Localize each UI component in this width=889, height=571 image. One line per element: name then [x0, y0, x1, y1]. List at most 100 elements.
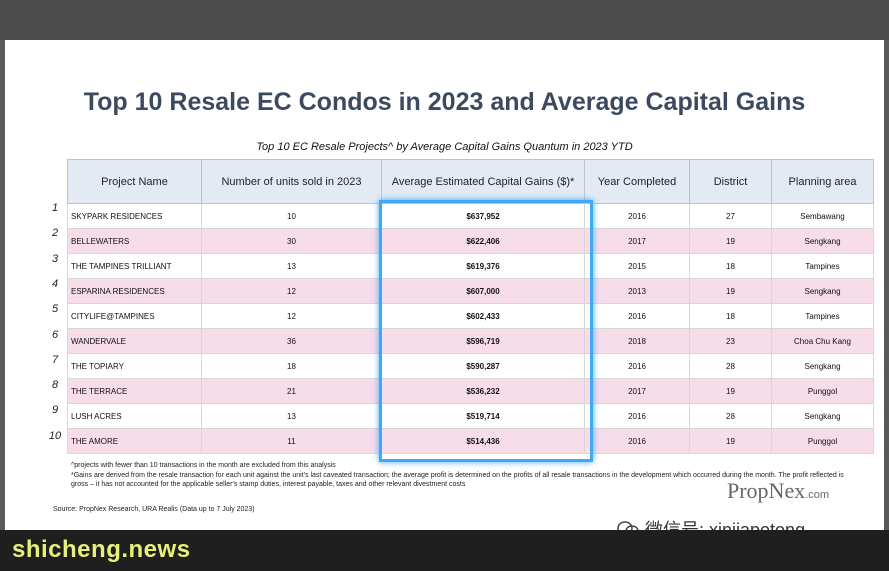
project-name-cell: BELLEWATERS — [67, 228, 202, 254]
table-row: WANDERVALE 36 $596,719 2018 23 Choa Chu Kang — [67, 328, 874, 354]
units-sold-cell: 36 — [201, 328, 382, 354]
project-name-cell: SKYPARK RESIDENCES — [67, 203, 202, 229]
table-row: THE TOPIARY 18 $590,287 2016 28 Sengkang — [67, 353, 874, 379]
project-name-cell: THE AMORE — [67, 428, 202, 454]
table-row: CITYLIFE@TAMPINES 12 $602,433 2016 18 Tampine… — [67, 303, 874, 329]
district-cell: 18 — [689, 253, 772, 279]
planning-area-cell: Punggol — [771, 428, 874, 454]
year-completed-cell: 2016 — [584, 403, 690, 429]
table-row: ESPARINA RESIDENCES 12 $607,000 2013 19 Sengk… — [67, 278, 874, 304]
district-cell: 19 — [689, 228, 772, 254]
rank-number: 5 — [51, 303, 59, 316]
capital-gain-cell: $536,232 — [381, 378, 585, 404]
ec-condo-table: Project Name Number of units sold in 202… — [67, 159, 874, 454]
planning-area-cell: Sengkang — [771, 403, 874, 429]
units-sold-cell: 12 — [201, 278, 382, 304]
year-completed-cell: 2016 — [584, 428, 690, 454]
capital-gain-cell: $619,376 — [381, 253, 585, 279]
footnote-gains: *Gains are derived from the resale trans… — [71, 472, 844, 488]
rank-number: 2 — [51, 227, 59, 240]
capital-gain-cell: $596,719 — [381, 328, 585, 354]
header-year-completed: Year Completed — [584, 159, 690, 204]
header-project-name: Project Name — [67, 159, 202, 204]
planning-area-cell: Sengkang — [771, 353, 874, 379]
header-units-sold: Number of units sold in 2023 — [201, 159, 382, 204]
bottom-bar — [0, 530, 889, 571]
planning-area-cell: Tampines — [771, 303, 874, 329]
year-completed-cell: 2013 — [584, 278, 690, 304]
table-row: THE TAMPINES TRILLIANT 13 $619,376 2015 18 Ta… — [67, 253, 874, 279]
slide: Top 10 Resale EC Condos in 2023 and Aver… — [5, 40, 884, 540]
units-sold-cell: 18 — [201, 353, 382, 379]
footnote-projects: ^projects with fewer than 10 transaction… — [71, 462, 336, 469]
capital-gain-cell: $622,406 — [381, 228, 585, 254]
capital-gain-cell: $637,952 — [381, 203, 585, 229]
year-completed-cell: 2017 — [584, 378, 690, 404]
project-name-cell: THE TERRACE — [67, 378, 202, 404]
year-completed-cell: 2016 — [584, 203, 690, 229]
capital-gain-cell: $607,000 — [381, 278, 585, 304]
year-completed-cell: 2018 — [584, 328, 690, 354]
table-header-row: Project Name Number of units sold in 202… — [67, 159, 874, 204]
table-row: BELLEWATERS 30 $622,406 2017 19 Sengkang — [67, 228, 874, 254]
project-name-cell: THE TAMPINES TRILLIANT — [67, 253, 202, 279]
units-sold-cell: 10 — [201, 203, 382, 229]
rank-number: 10 — [48, 429, 62, 442]
rank-number: 3 — [51, 252, 59, 265]
year-completed-cell: 2016 — [584, 353, 690, 379]
planning-area-cell: Choa Chu Kang — [771, 328, 874, 354]
district-cell: 19 — [689, 278, 772, 304]
rank-number: 8 — [51, 379, 59, 392]
header-district: District — [689, 159, 772, 204]
units-sold-cell: 13 — [201, 403, 382, 429]
brand-name: PropNex — [727, 478, 806, 503]
table-row: SKYPARK RESIDENCES 10 $637,952 2016 27 Sembaw… — [67, 203, 874, 229]
year-completed-cell: 2016 — [584, 303, 690, 329]
rank-number: 9 — [51, 404, 59, 417]
capital-gain-cell: $602,433 — [381, 303, 585, 329]
header-capital-gains: Average Estimated Capital Gains ($)* — [381, 159, 585, 204]
table-row: THE AMORE 11 $514,436 2016 19 Punggol — [67, 428, 874, 454]
rank-number: 6 — [51, 328, 59, 341]
top-bar — [0, 0, 889, 40]
district-cell: 19 — [689, 378, 772, 404]
source-note: Source: PropNex Research, URA Realis (Da… — [53, 506, 255, 513]
capital-gain-cell: $514,436 — [381, 428, 585, 454]
planning-area-cell: Sengkang — [771, 278, 874, 304]
units-sold-cell: 11 — [201, 428, 382, 454]
project-name-cell: CITYLIFE@TAMPINES — [67, 303, 202, 329]
planning-area-cell: Tampines — [771, 253, 874, 279]
district-cell: 18 — [689, 303, 772, 329]
planning-area-cell: Punggol — [771, 378, 874, 404]
rank-number: 4 — [51, 277, 59, 290]
district-cell: 28 — [689, 353, 772, 379]
district-cell: 19 — [689, 428, 772, 454]
project-name-cell: ESPARINA RESIDENCES — [67, 278, 202, 304]
table-subtitle: Top 10 EC Resale Projects^ by Average Ca… — [256, 141, 633, 153]
propnex-logo: PropNex.com — [727, 478, 829, 504]
table-row: LUSH ACRES 13 $519,714 2016 28 Sengkang — [67, 403, 874, 429]
planning-area-cell: Sembawang — [771, 203, 874, 229]
rank-number: 7 — [51, 353, 59, 366]
capital-gain-cell: $519,714 — [381, 403, 585, 429]
site-watermark: shicheng.news — [12, 536, 191, 563]
project-name-cell: THE TOPIARY — [67, 353, 202, 379]
brand-suffix: .com — [805, 489, 830, 501]
units-sold-cell: 30 — [201, 228, 382, 254]
units-sold-cell: 12 — [201, 303, 382, 329]
capital-gain-cell: $590,287 — [381, 353, 585, 379]
district-cell: 23 — [689, 328, 772, 354]
year-completed-cell: 2017 — [584, 228, 690, 254]
rank-number: 1 — [51, 202, 59, 214]
header-planning-area: Planning area — [771, 159, 874, 204]
slide-title: Top 10 Resale EC Condos in 2023 and Aver… — [83, 88, 806, 116]
district-cell: 27 — [689, 203, 772, 229]
project-name-cell: LUSH ACRES — [67, 403, 202, 429]
project-name-cell: WANDERVALE — [67, 328, 202, 354]
district-cell: 28 — [689, 403, 772, 429]
table-row: THE TERRACE 21 $536,232 2017 19 Punggol — [67, 378, 874, 404]
year-completed-cell: 2015 — [584, 253, 690, 279]
units-sold-cell: 13 — [201, 253, 382, 279]
planning-area-cell: Sengkang — [771, 228, 874, 254]
units-sold-cell: 21 — [201, 378, 382, 404]
